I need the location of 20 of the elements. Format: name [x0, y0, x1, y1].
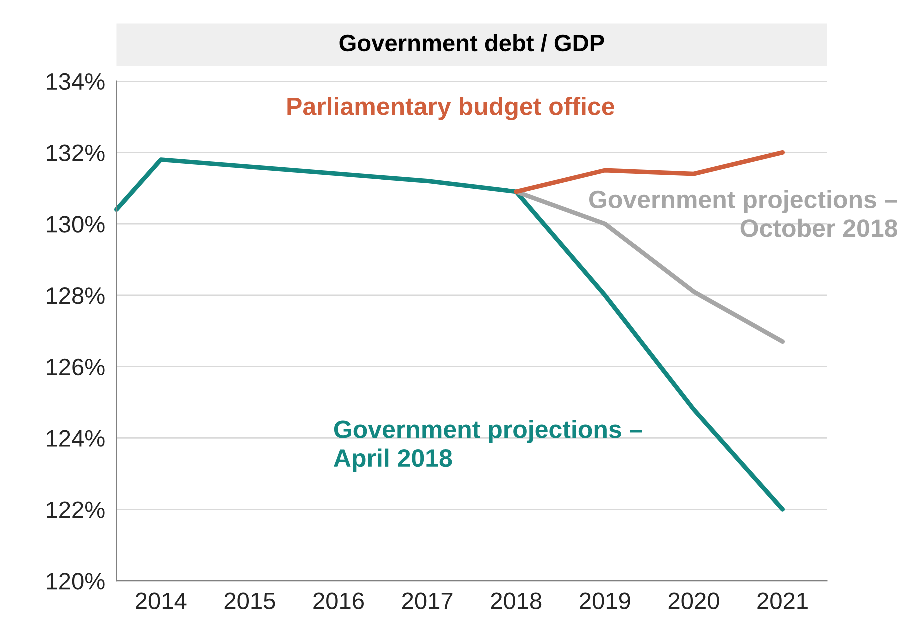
y-tick-label: 130% [47, 216, 105, 233]
x-tick-label: 2021 [758, 592, 808, 610]
y-tick-label: 128% [47, 288, 105, 304]
y-tick-label: 122% [47, 502, 105, 518]
x-tick-label: 2020 [668, 592, 720, 610]
y-tick-label: 120% [47, 573, 105, 590]
y-tick-label: 134% [47, 73, 105, 90]
x-tick-label: 2014 [136, 592, 187, 610]
y-tick-label: 124% [47, 430, 105, 447]
chart-title: Government debt / GDP [340, 34, 604, 52]
y-tick-label: 126% [47, 358, 105, 376]
text: Parliamentary budget office [288, 97, 614, 120]
y-tick-label: 132% [47, 144, 105, 162]
x-tick-label: 2015 [224, 592, 276, 610]
x-tick-label: 2018 [491, 592, 542, 610]
series-label: Government projections – October 2018 [589, 190, 898, 238]
x-tick-label: 2016 [314, 592, 364, 610]
series-label: Government projections – April 2018 [334, 420, 642, 472]
x-tick-label: 2017 [402, 592, 453, 610]
x-tick-label: 2019 [580, 592, 630, 610]
